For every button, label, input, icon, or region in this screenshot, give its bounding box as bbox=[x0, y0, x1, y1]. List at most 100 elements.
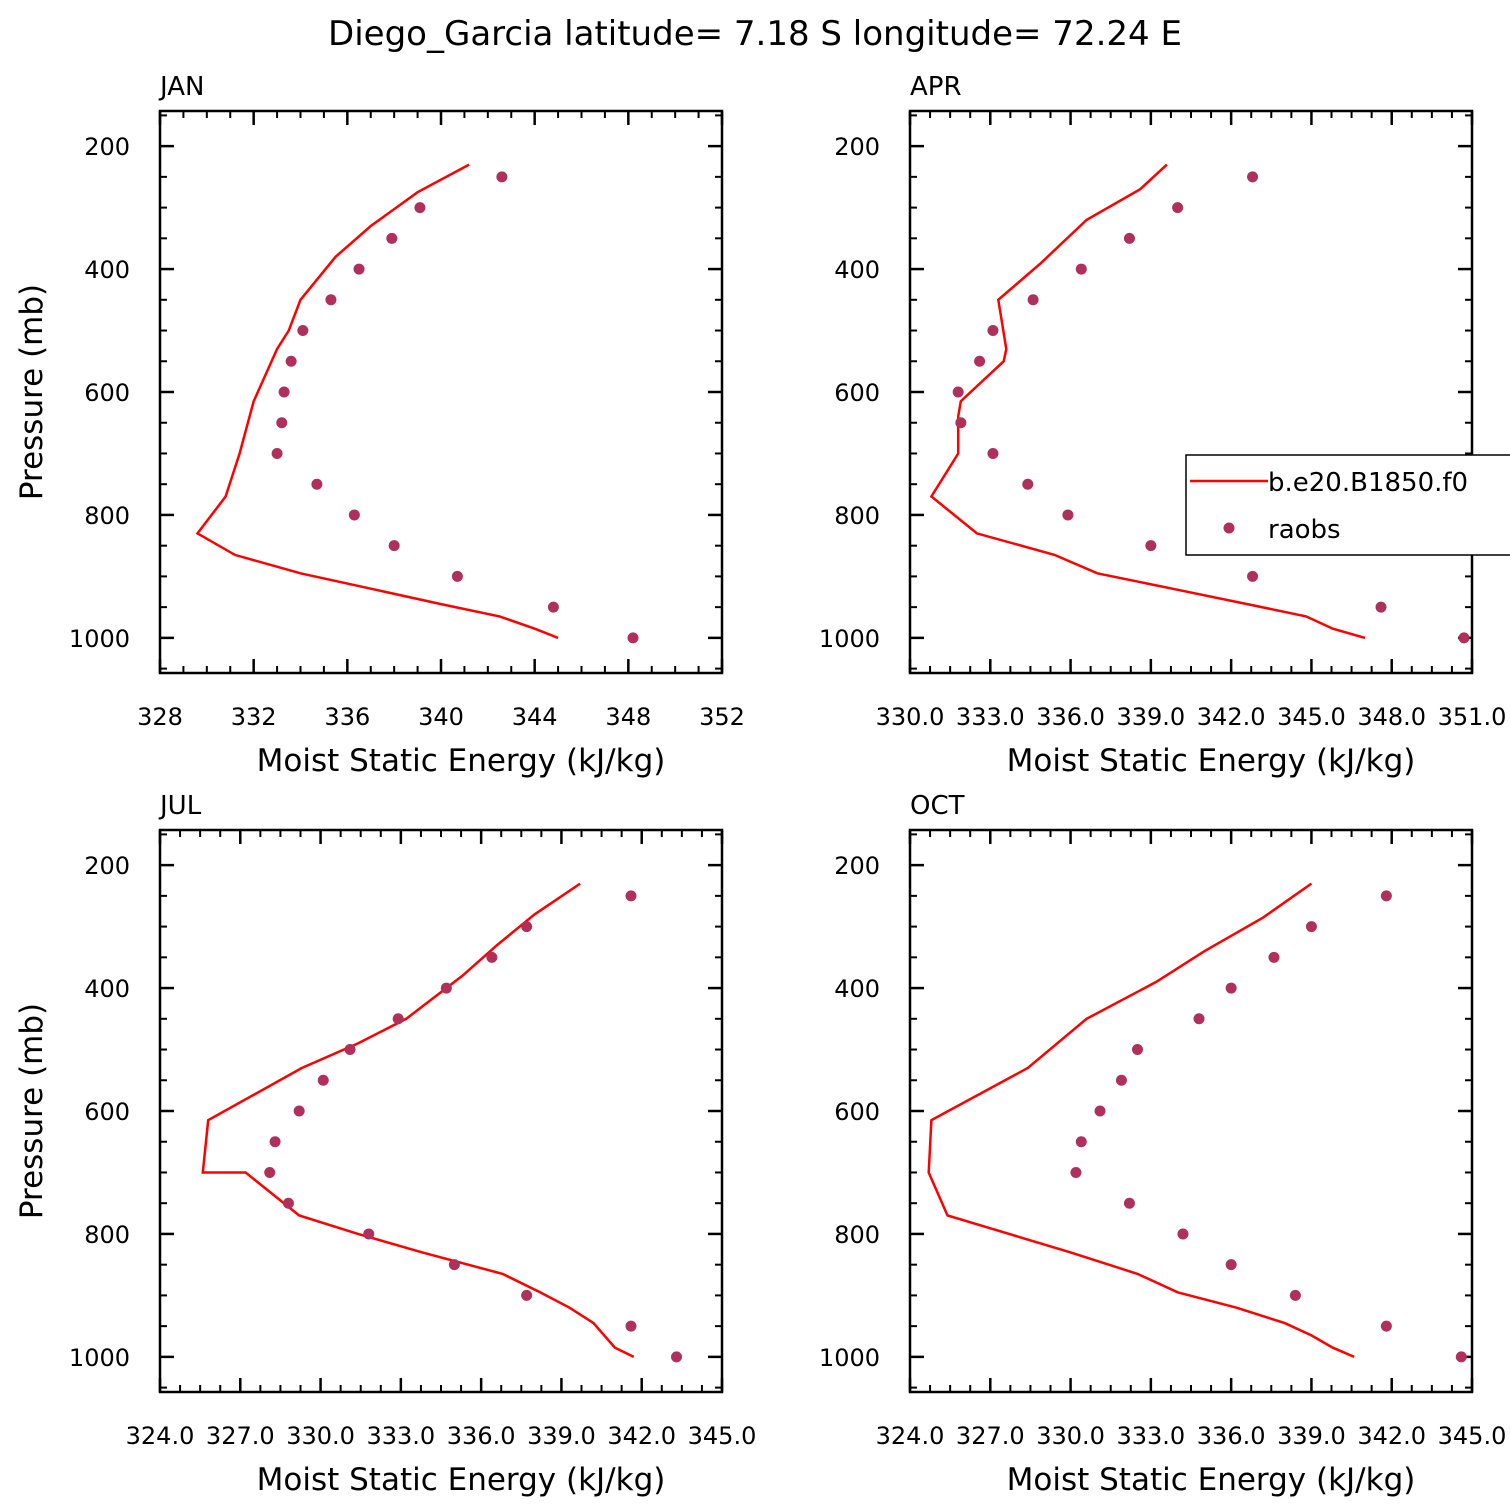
obs-point bbox=[448, 1259, 460, 1271]
obs-point bbox=[1375, 601, 1387, 613]
panel-apr: APR 330.0 333.0 336.0 339.0 342.0 345.0 348.0 35… bbox=[819, 72, 1506, 779]
x-tick-label: 342.0 bbox=[607, 1422, 676, 1450]
x-tick-label: 339.0 bbox=[1116, 703, 1185, 731]
obs-point bbox=[627, 632, 639, 644]
y-tick-label: 800 bbox=[834, 1221, 880, 1249]
obs-point bbox=[987, 447, 999, 459]
obs-point bbox=[521, 1289, 533, 1301]
panel-oct: OCT 324.0 327.0 330.0 333.0 336.0 339.0 342.0 34… bbox=[819, 791, 1506, 1498]
x-tick-label: 330.0 bbox=[286, 1422, 355, 1450]
panel-jul: JUL 324.0 327.0 330.0 333.0 336.0 339.0 342.0 34… bbox=[14, 791, 756, 1498]
y-axis-label: Pressure (mb) bbox=[14, 284, 50, 500]
obs-point bbox=[353, 263, 365, 275]
obs-point bbox=[392, 1013, 404, 1025]
y-tick-label: 1000 bbox=[819, 625, 880, 653]
x-axis-label: Moist Static Energy (kJ/kg) bbox=[1007, 1462, 1416, 1498]
obs-point bbox=[278, 386, 290, 398]
obs-point bbox=[1123, 232, 1135, 244]
obs-point bbox=[297, 325, 309, 337]
legend-entry-model: b.e20.B1850.f0 bbox=[1268, 468, 1468, 498]
obs-point bbox=[282, 1197, 294, 1209]
x-tick-label: 352 bbox=[699, 703, 745, 731]
x-tick-label: 333.0 bbox=[956, 703, 1025, 731]
obs-point bbox=[269, 1136, 281, 1148]
x-tick-label: 351.0 bbox=[1438, 703, 1507, 731]
plot-frame bbox=[158, 109, 724, 675]
y-tick-label: 1000 bbox=[69, 1344, 130, 1372]
legend-dot-swatch bbox=[1223, 522, 1235, 534]
x-tick-label: 336.0 bbox=[1036, 703, 1105, 731]
figure-title: Diego_Garcia latitude= 7.18 S longitude=… bbox=[328, 14, 1182, 54]
obs-point bbox=[317, 1074, 329, 1086]
obs-point bbox=[1115, 1074, 1127, 1086]
obs-point bbox=[1172, 202, 1184, 214]
obs-point bbox=[1380, 1320, 1392, 1332]
panel-label: OCT bbox=[910, 791, 965, 821]
x-tick-label: 336 bbox=[324, 703, 370, 731]
x-tick-label: 344 bbox=[512, 703, 558, 731]
obs-point bbox=[440, 982, 452, 994]
obs-point bbox=[521, 921, 533, 933]
y-tick-label: 200 bbox=[84, 852, 130, 880]
obs-point bbox=[1145, 540, 1157, 552]
model-line bbox=[195, 163, 559, 640]
y-tick-label: 400 bbox=[834, 256, 880, 284]
obs-point bbox=[625, 890, 637, 902]
obs-point bbox=[496, 171, 508, 183]
y-tick-label: 1000 bbox=[819, 1344, 880, 1372]
x-axis-label: Moist Static Energy (kJ/kg) bbox=[1007, 743, 1416, 779]
x-tick-label: 327.0 bbox=[206, 1422, 275, 1450]
x-tick-label: 330.0 bbox=[1036, 1422, 1105, 1450]
x-tick-label: 342.0 bbox=[1197, 703, 1266, 731]
obs-point bbox=[955, 417, 967, 429]
obs-point bbox=[486, 951, 498, 963]
x-tick-label: 339.0 bbox=[1277, 1422, 1346, 1450]
obs-point bbox=[1177, 1228, 1189, 1240]
y-tick-label: 800 bbox=[84, 1221, 130, 1249]
x-tick-label: 324.0 bbox=[876, 1422, 945, 1450]
y-tick-label: 200 bbox=[84, 133, 130, 161]
obs-point bbox=[285, 355, 297, 367]
obs-point bbox=[264, 1166, 276, 1178]
y-tick-label: 600 bbox=[834, 379, 880, 407]
obs-point bbox=[1289, 1289, 1301, 1301]
obs-point bbox=[276, 417, 288, 429]
obs-point bbox=[1027, 294, 1039, 306]
obs-point bbox=[1225, 982, 1237, 994]
obs-point bbox=[271, 447, 283, 459]
obs-point bbox=[1062, 509, 1074, 521]
x-tick-label: 333.0 bbox=[1116, 1422, 1185, 1450]
obs-point bbox=[325, 294, 337, 306]
y-tick-label: 600 bbox=[84, 379, 130, 407]
x-tick-label: 333.0 bbox=[366, 1422, 435, 1450]
y-tick-label: 800 bbox=[834, 502, 880, 530]
x-tick-label: 324.0 bbox=[126, 1422, 195, 1450]
plot-frame bbox=[158, 828, 724, 1394]
panel-label: APR bbox=[910, 72, 962, 102]
obs-point bbox=[671, 1351, 683, 1363]
panel-label: JAN bbox=[158, 72, 204, 102]
x-axis-label: Moist Static Energy (kJ/kg) bbox=[257, 1462, 666, 1498]
x-tick-label: 328 bbox=[137, 703, 183, 731]
plot-frame bbox=[908, 109, 1474, 675]
obs-point bbox=[451, 570, 463, 582]
y-tick-label: 200 bbox=[834, 133, 880, 161]
x-tick-label: 332 bbox=[231, 703, 277, 731]
obs-point bbox=[1305, 921, 1317, 933]
obs-point bbox=[974, 355, 986, 367]
plot-frame bbox=[908, 828, 1474, 1394]
x-tick-label: 345.0 bbox=[1438, 1422, 1507, 1450]
y-tick-label: 600 bbox=[84, 1098, 130, 1126]
obs-point bbox=[388, 540, 400, 552]
obs-point bbox=[1225, 1259, 1237, 1271]
x-tick-label: 348.0 bbox=[1357, 703, 1426, 731]
obs-point bbox=[1268, 951, 1280, 963]
y-axis-label: Pressure (mb) bbox=[14, 1003, 50, 1219]
x-tick-label: 345.0 bbox=[1277, 703, 1346, 731]
x-tick-label: 327.0 bbox=[956, 1422, 1025, 1450]
obs-point bbox=[1123, 1197, 1135, 1209]
y-tick-label: 400 bbox=[84, 256, 130, 284]
obs-point bbox=[1458, 632, 1470, 644]
y-tick-label: 200 bbox=[834, 852, 880, 880]
